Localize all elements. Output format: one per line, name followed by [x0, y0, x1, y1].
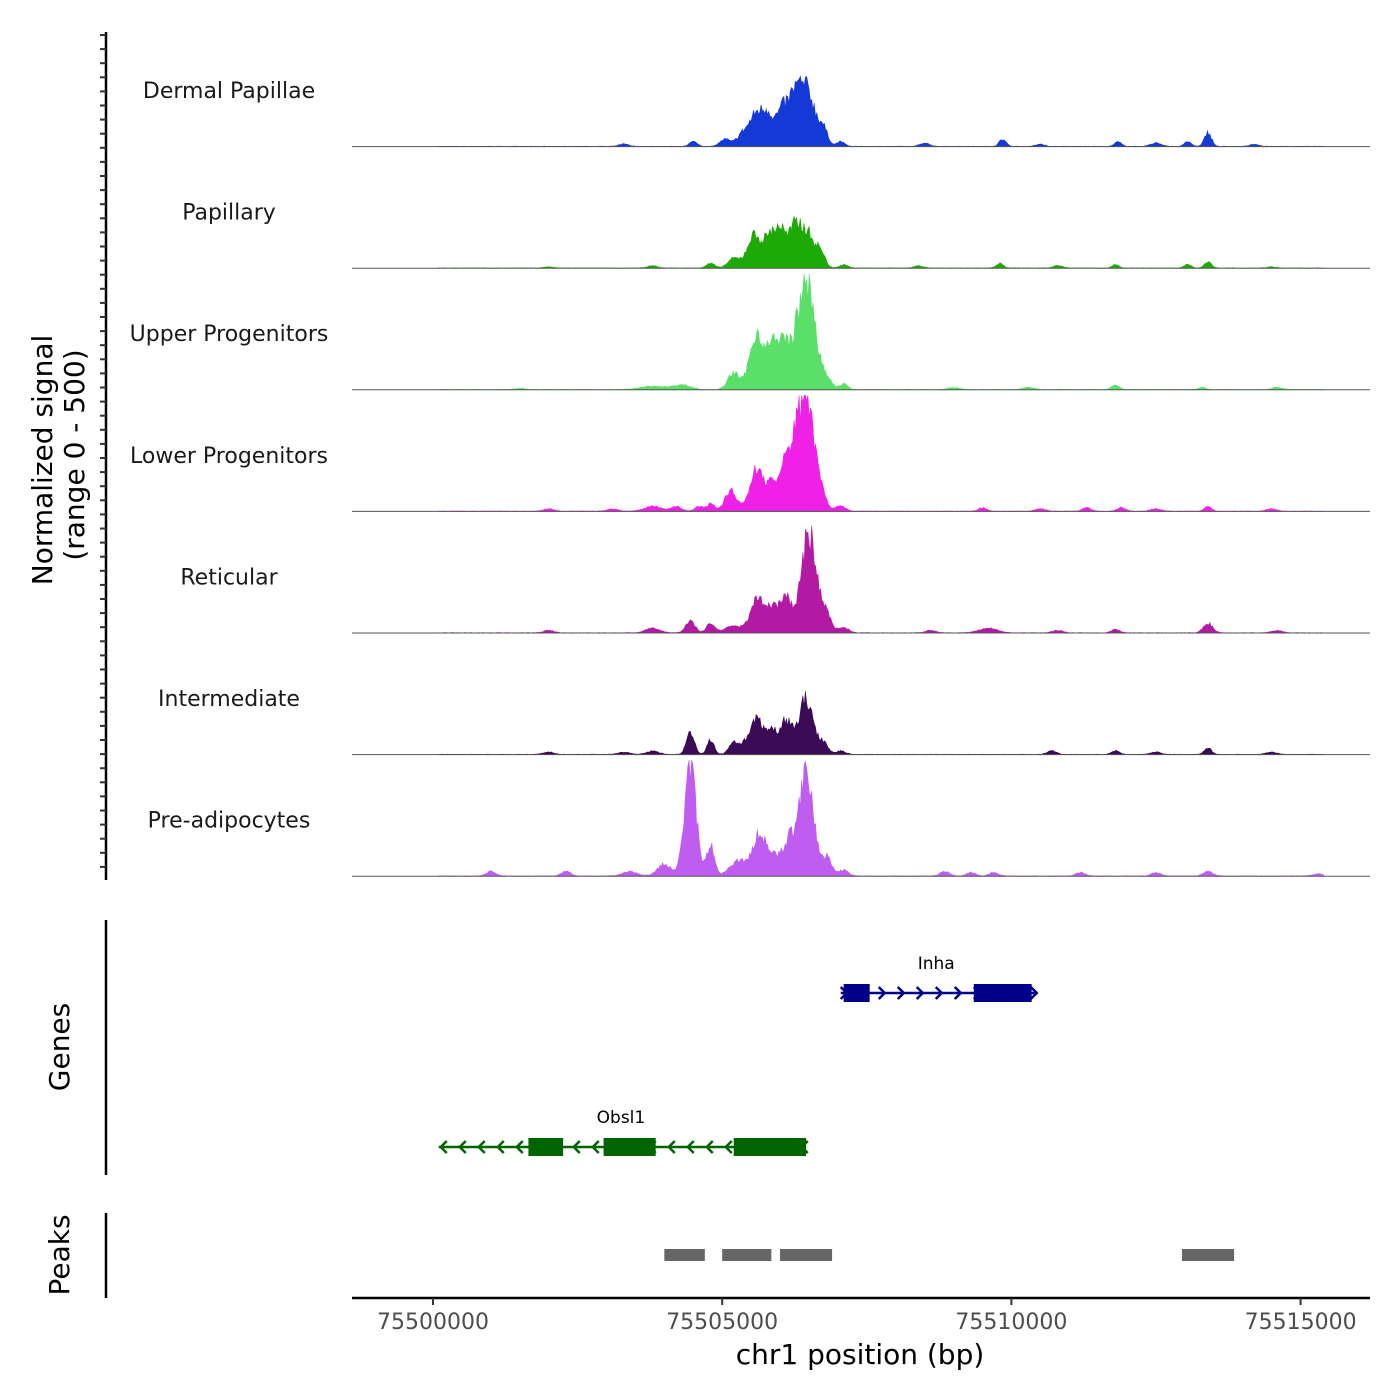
- y-axis-title-line2: (range 0 - 500): [58, 349, 91, 560]
- strand-chevron: [1029, 986, 1039, 1000]
- x-axis-ticks: 75500000 75505000 75510000 75515000: [377, 1298, 1357, 1335]
- coverage-area: [438, 215, 1324, 269]
- coverage-area: [438, 525, 1324, 634]
- coverage-area: [438, 273, 1324, 391]
- strand-chevron: [666, 1140, 676, 1154]
- gene-exon: [973, 984, 1032, 1002]
- gene-label: Inha: [918, 954, 955, 974]
- peaks-axis-title: Peaks: [43, 1214, 76, 1295]
- y-axis-title-line1: Normalized signal: [26, 335, 59, 586]
- x-tick-label: 75510000: [955, 1310, 1067, 1335]
- track-upper-progenitors: Upper Progenitors: [130, 273, 1370, 391]
- gene-inha: Inha: [839, 954, 1039, 1002]
- coverage-area: [438, 395, 1324, 512]
- strand-chevron: [685, 1140, 695, 1154]
- track-lower-progenitors: Lower Progenitors: [130, 395, 1370, 512]
- coverage-tracks: Dermal Papillae Papillary Upper Progenitor…: [130, 75, 1370, 877]
- strand-chevron: [571, 1140, 581, 1154]
- x-tick-label: 75515000: [1245, 1310, 1357, 1335]
- coverage-y-ticks: [100, 34, 106, 868]
- gene-exon: [603, 1138, 656, 1156]
- track-label: Dermal Papillae: [143, 79, 315, 104]
- coverage-area: [438, 75, 1324, 147]
- peak-track: [664, 1249, 1235, 1261]
- gene-exon: [843, 984, 870, 1002]
- strand-chevron: [896, 986, 906, 1000]
- coverage-area: [438, 691, 1324, 755]
- strand-chevron: [476, 1140, 486, 1154]
- strand-chevron: [704, 1140, 714, 1154]
- genes-axis-title: Genes: [43, 1003, 76, 1091]
- strand-chevron: [953, 986, 963, 1000]
- strand-chevron: [934, 986, 944, 1000]
- gene-track: Inha Obsl1: [438, 954, 1039, 1156]
- strand-chevron: [723, 1140, 733, 1154]
- track-label: Papillary: [182, 201, 276, 226]
- gene-exon: [733, 1138, 807, 1156]
- x-tick-label: 75505000: [666, 1310, 778, 1335]
- track-label: Intermediate: [158, 687, 300, 712]
- peak-region: [780, 1249, 833, 1261]
- gene-obsl1: Obsl1: [438, 1108, 809, 1156]
- coverage-area: [438, 760, 1324, 877]
- track-papillary: Papillary: [182, 201, 1370, 269]
- x-tick-label: 75500000: [377, 1310, 489, 1335]
- track-intermediate: Intermediate: [158, 687, 1370, 756]
- peak-region: [722, 1249, 772, 1261]
- strand-chevron: [590, 1140, 600, 1154]
- strand-chevron: [438, 1140, 448, 1154]
- track-label: Reticular: [180, 565, 278, 590]
- strand-chevron: [495, 1140, 505, 1154]
- track-pre-adipocytes: Pre-adipocytes: [148, 760, 1370, 877]
- strand-chevron: [877, 986, 887, 1000]
- track-label: Pre-adipocytes: [148, 809, 311, 834]
- track-reticular: Reticular: [180, 525, 1370, 634]
- gene-exon: [528, 1138, 564, 1156]
- track-label: Lower Progenitors: [130, 444, 328, 469]
- strand-chevron: [457, 1140, 467, 1154]
- strand-chevron: [915, 986, 925, 1000]
- track-label: Upper Progenitors: [130, 322, 329, 347]
- peak-region: [664, 1249, 705, 1261]
- strand-chevron: [514, 1140, 524, 1154]
- peak-region: [1182, 1249, 1235, 1261]
- track-dermal-papillae: Dermal Papillae: [143, 75, 1370, 148]
- x-axis-title: chr1 position (bp): [736, 1338, 985, 1371]
- gene-label: Obsl1: [597, 1108, 646, 1128]
